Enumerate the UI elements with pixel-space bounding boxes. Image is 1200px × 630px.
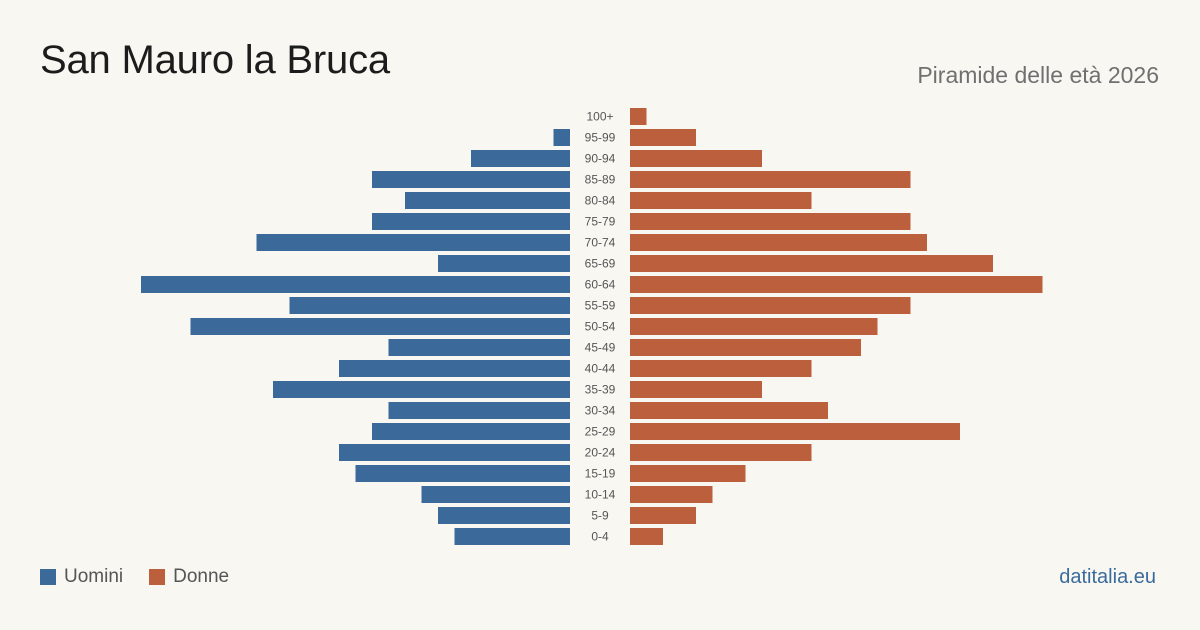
bar-men-85-89	[372, 171, 570, 188]
legend-label-women: Donne	[173, 566, 230, 587]
age-label-55-59: 55-59	[585, 299, 616, 313]
bar-men-20-24	[339, 444, 570, 461]
bar-men-65-69	[438, 255, 570, 272]
legend-item-men: Uomini	[40, 566, 123, 588]
age-label-45-49: 45-49	[585, 341, 616, 355]
page-title: San Mauro la Bruca	[40, 38, 390, 82]
bar-women-40-44	[630, 360, 812, 377]
age-label-50-54: 50-54	[585, 320, 616, 334]
age-label-70-74: 70-74	[585, 236, 616, 250]
age-label-5-9: 5-9	[591, 509, 609, 523]
bar-women-75-79	[630, 213, 911, 230]
age-label-65-69: 65-69	[585, 257, 616, 271]
bar-men-10-14	[421, 486, 570, 503]
bar-women-80-84	[630, 192, 812, 209]
age-label-0-4: 0-4	[591, 530, 609, 544]
age-label-25-29: 25-29	[585, 425, 616, 439]
bar-men-60-64	[141, 276, 570, 293]
age-label-20-24: 20-24	[585, 446, 616, 460]
bar-men-80-84	[405, 192, 570, 209]
age-label-90-94: 90-94	[585, 152, 616, 166]
legend-item-women: Donne	[149, 566, 229, 588]
bar-men-25-29	[372, 423, 570, 440]
age-label-30-34: 30-34	[585, 404, 616, 418]
bar-women-95-99	[630, 129, 696, 146]
bar-women-65-69	[630, 255, 993, 272]
bar-men-15-19	[355, 465, 570, 482]
bar-women-100plus	[630, 108, 647, 125]
bar-men-5-9	[438, 507, 570, 524]
bar-men-95-99	[553, 129, 570, 146]
bar-women-70-74	[630, 234, 927, 251]
bar-women-15-19	[630, 465, 746, 482]
bar-men-55-59	[289, 297, 570, 314]
bar-men-0-4	[454, 528, 570, 545]
age-label-60-64: 60-64	[585, 278, 616, 292]
age-label-85-89: 85-89	[585, 173, 616, 187]
age-label-15-19: 15-19	[585, 467, 616, 481]
bar-women-35-39	[630, 381, 762, 398]
chart-subtitle: Piramide delle età 2026	[917, 62, 1159, 88]
bar-men-45-49	[388, 339, 570, 356]
bar-women-0-4	[630, 528, 663, 545]
legend-label-men: Uomini	[64, 566, 124, 587]
age-label-95-99: 95-99	[585, 131, 616, 145]
bar-men-70-74	[256, 234, 570, 251]
bar-women-55-59	[630, 297, 911, 314]
bar-men-30-34	[388, 402, 570, 419]
bar-women-60-64	[630, 276, 1043, 293]
legend-swatch-women	[149, 569, 166, 585]
bar-men-90-94	[471, 150, 570, 167]
legend: Uomini Donne	[40, 566, 255, 588]
bar-women-45-49	[630, 339, 861, 356]
bar-women-5-9	[630, 507, 696, 524]
bar-women-85-89	[630, 171, 911, 188]
bar-men-40-44	[339, 360, 570, 377]
legend-swatch-men	[40, 569, 56, 585]
age-label-35-39: 35-39	[585, 383, 616, 397]
brand-link[interactable]: datitalia.eu	[1059, 566, 1156, 588]
bar-men-35-39	[273, 381, 570, 398]
age-label-40-44: 40-44	[585, 362, 616, 376]
bar-women-25-29	[630, 423, 960, 440]
bar-men-75-79	[372, 213, 570, 230]
age-label-100plus: 100+	[586, 110, 613, 124]
bar-men-50-54	[190, 318, 570, 335]
bar-women-90-94	[630, 150, 762, 167]
age-label-80-84: 80-84	[585, 194, 616, 208]
age-label-75-79: 75-79	[585, 215, 616, 229]
bar-women-10-14	[630, 486, 713, 503]
bar-women-50-54	[630, 318, 878, 335]
age-label-10-14: 10-14	[585, 488, 616, 502]
bar-women-20-24	[630, 444, 812, 461]
bar-women-30-34	[630, 402, 828, 419]
